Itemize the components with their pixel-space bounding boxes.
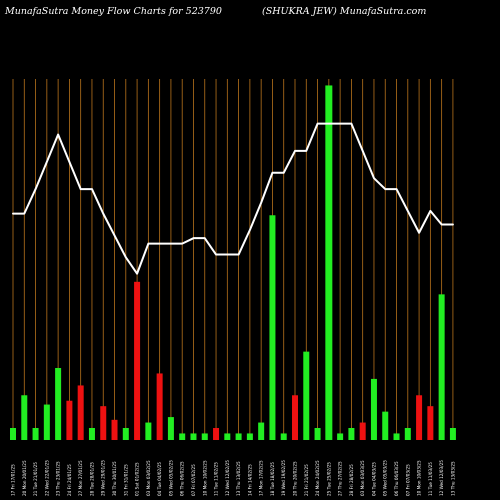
money-flow-bar [66, 400, 73, 440]
money-flow-bar [32, 428, 39, 440]
x-tick-label: 03 Mon 03/03/25 [360, 460, 365, 496]
x-tick-label: 07 Fri 07/03/25 [405, 464, 410, 496]
x-tick-labels: 17 Fri 17/01/25 20 Mon 20/01/25 21 Tue 21/… [11, 460, 456, 496]
x-tick-label: 29 Wed 29/01/25 [101, 460, 106, 496]
money-flow-bar [88, 428, 95, 440]
chart-title: MunafaSutra Money Flow Charts for 523790 [4, 6, 222, 17]
money-flow-bar [370, 378, 377, 440]
x-tick-label: 17 Fri 17/01/25 [11, 464, 16, 496]
x-tick-label: 31 Fri 31/01/25 [123, 464, 128, 496]
money-flow-bar [156, 373, 163, 440]
money-flow-bar [21, 395, 28, 440]
x-tick-label: 01 Sat 01/02/25 [135, 462, 140, 496]
x-tick-label: 05 Wed 05/03/25 [383, 460, 388, 496]
x-tick-label: 11 Tue 11/03/25 [428, 462, 433, 496]
x-tick-label: 24 Fri 24/01/25 [67, 464, 72, 496]
money-flow-bar [337, 433, 344, 440]
x-tick-label: 30 Thu 30/01/25 [112, 461, 117, 496]
money-flow-bar [449, 428, 456, 440]
x-tick-label: 11 Tue 11/02/25 [214, 462, 219, 496]
money-flow-bar [292, 395, 298, 440]
x-tick-label: 28 Fri 28/02/25 [349, 464, 354, 496]
price-line-path [12, 122, 454, 275]
money-flow-bar [314, 428, 321, 440]
money-flow-bars [10, 85, 456, 440]
money-flow-bar [43, 404, 50, 440]
x-tick-label: 04 Tue 04/03/25 [371, 462, 376, 496]
money-flow-bar [280, 433, 287, 440]
x-tick-label: 03 Mon 03/02/25 [146, 460, 151, 496]
money-flow-bar [258, 422, 265, 440]
money-flow-bar [179, 433, 186, 440]
x-tick-label: 10 Mon 10/03/25 [417, 460, 422, 496]
money-flow-bar [190, 433, 197, 440]
x-tick-label: 21 Tue 21/01/25 [33, 462, 38, 496]
money-flow-bar [303, 351, 310, 440]
price-line [12, 122, 454, 275]
money-flow-bar [111, 419, 118, 440]
money-flow-bar [269, 215, 276, 440]
money-flow-bar [77, 385, 84, 440]
x-tick-label: 25 Tue 25/02/25 [326, 462, 331, 496]
money-flow-bar [382, 411, 389, 440]
x-tick-label: 07 Fri 07/02/25 [191, 464, 196, 496]
money-flow-bar [438, 294, 445, 440]
x-tick-label: 13 Thu 13/02/25 [236, 461, 241, 496]
vertical-gridlines [12, 79, 454, 440]
money-flow-bar [235, 433, 242, 440]
x-tick-label: 06 Thu 06/03/25 [394, 461, 399, 496]
money-flow-bar [404, 428, 411, 440]
money-flow-bar [145, 422, 152, 440]
money-flow-bar [325, 85, 333, 440]
x-tick-label: 21 Fri 21/02/25 [304, 464, 309, 496]
x-tick-label: 23 Thu 23/01/25 [56, 461, 61, 496]
x-tick-label: 12 Wed 12/02/25 [225, 460, 230, 496]
money-flow-bar [100, 406, 107, 440]
money-flow-bar [167, 417, 174, 440]
x-tick-label: 28 Tue 28/01/25 [89, 462, 94, 496]
x-tick-label: 22 Wed 22/01/25 [44, 460, 49, 496]
chart-subtitle: (SHUKRA JEW) MunafaSutra.com [262, 6, 426, 17]
money-flow-bar [224, 433, 231, 440]
money-flow-bar [134, 281, 141, 440]
x-tick-label: 12 Wed 12/03/25 [439, 460, 444, 496]
money-flow-bar [10, 428, 16, 440]
money-flow-bar [359, 422, 366, 440]
x-tick-label: 05 Wed 05/02/25 [168, 460, 173, 496]
money-flow-bar [201, 433, 208, 440]
x-tick-label: 20 Mon 20/01/25 [22, 460, 27, 496]
money-flow-bar [427, 406, 434, 440]
x-tick-label: 06 Thu 06/02/25 [180, 461, 185, 496]
x-tick-label: 13 Thu 13/03/25 [450, 461, 455, 496]
x-tick-label: 27 Thu 27/02/25 [338, 461, 343, 496]
x-tick-label: 27 Mon 27/01/25 [78, 460, 83, 496]
money-flow-bar [246, 433, 253, 440]
x-tick-label: 10 Mon 10/02/25 [202, 460, 207, 496]
x-tick-label: 04 Tue 04/02/25 [157, 462, 162, 496]
x-tick-label: 24 Mon 24/02/25 [315, 460, 320, 496]
money-flow-bar [55, 368, 62, 440]
money-flow-bar [348, 428, 355, 440]
x-tick-label: 18 Tue 18/02/25 [270, 462, 275, 496]
x-tick-label: 17 Mon 17/02/25 [259, 460, 264, 496]
money-flow-bar [393, 433, 400, 440]
x-tick-label: 19 Wed 19/02/25 [281, 460, 286, 496]
x-tick-label: 14 Fri 14/02/25 [247, 464, 252, 496]
x-tick-label: 20 Thu 20/02/25 [293, 461, 298, 496]
money-flow-bar [122, 428, 129, 440]
money-flow-bar [416, 395, 423, 440]
money-flow-bar [213, 428, 220, 440]
